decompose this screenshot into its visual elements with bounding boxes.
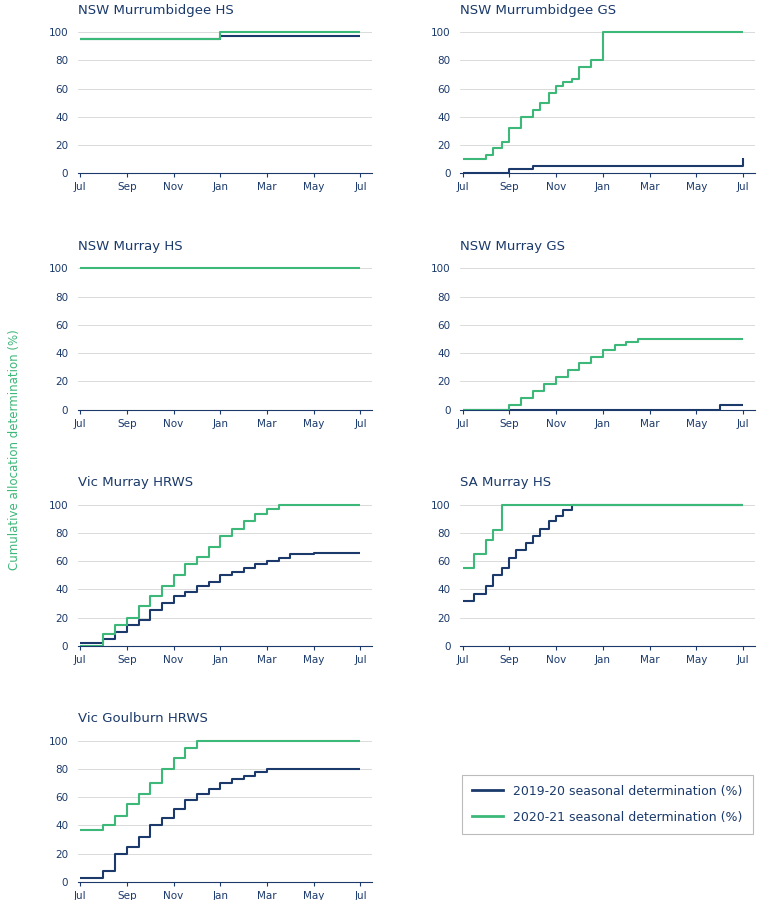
Text: SA Murray HS: SA Murray HS	[461, 476, 552, 490]
Text: NSW Murrumbidgee HS: NSW Murrumbidgee HS	[78, 4, 233, 17]
Text: NSW Murray GS: NSW Murray GS	[461, 240, 566, 253]
Text: Vic Goulburn HRWS: Vic Goulburn HRWS	[78, 713, 208, 725]
Text: NSW Murray HS: NSW Murray HS	[78, 240, 182, 253]
Legend: 2019-20 seasonal determination (%), 2020-21 seasonal determination (%): 2019-20 seasonal determination (%), 2020…	[462, 775, 753, 833]
Text: NSW Murrumbidgee GS: NSW Murrumbidgee GS	[461, 4, 616, 17]
Text: Vic Murray HRWS: Vic Murray HRWS	[78, 476, 193, 490]
Text: Cumulative allocation determination (%): Cumulative allocation determination (%)	[8, 329, 20, 571]
